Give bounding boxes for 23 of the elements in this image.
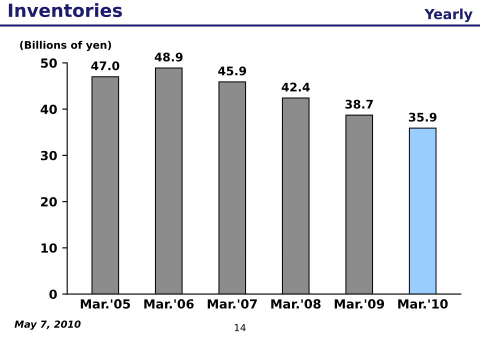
- x-tick-label: Mar.'09: [334, 299, 384, 309]
- x-tick-label: Mar.'06: [144, 299, 194, 309]
- data-label: 48.9: [154, 52, 183, 62]
- y-tick-label: 30: [40, 150, 57, 160]
- data-label: 38.7: [345, 100, 373, 109]
- chart-title: Inventories: [8, 3, 122, 18]
- y-tick-label: 50: [41, 58, 57, 68]
- chart-subtitle: Yearly: [424, 8, 473, 22]
- data-label: 47.0: [91, 61, 120, 70]
- text: 14: [234, 324, 246, 332]
- text: May 7, 2010: [14, 320, 81, 330]
- data-label: 42.4: [282, 82, 310, 92]
- y-axis-title: (Billions of yen): [20, 40, 112, 51]
- y-tick-label: 0: [49, 290, 57, 300]
- x-tick-label: Mar.'07: [208, 299, 257, 309]
- data-label: 35.9: [408, 112, 437, 122]
- x-tick-label: Mar.'08: [271, 299, 321, 309]
- y-tick-label: 10: [41, 243, 57, 253]
- data-label: 45.9: [218, 66, 246, 76]
- y-tick-label: 40: [40, 104, 57, 114]
- x-tick-label: Mar.'10: [398, 299, 448, 309]
- x-tick-label: Mar.'05: [80, 299, 130, 309]
- y-tick-label: 20: [41, 197, 57, 207]
